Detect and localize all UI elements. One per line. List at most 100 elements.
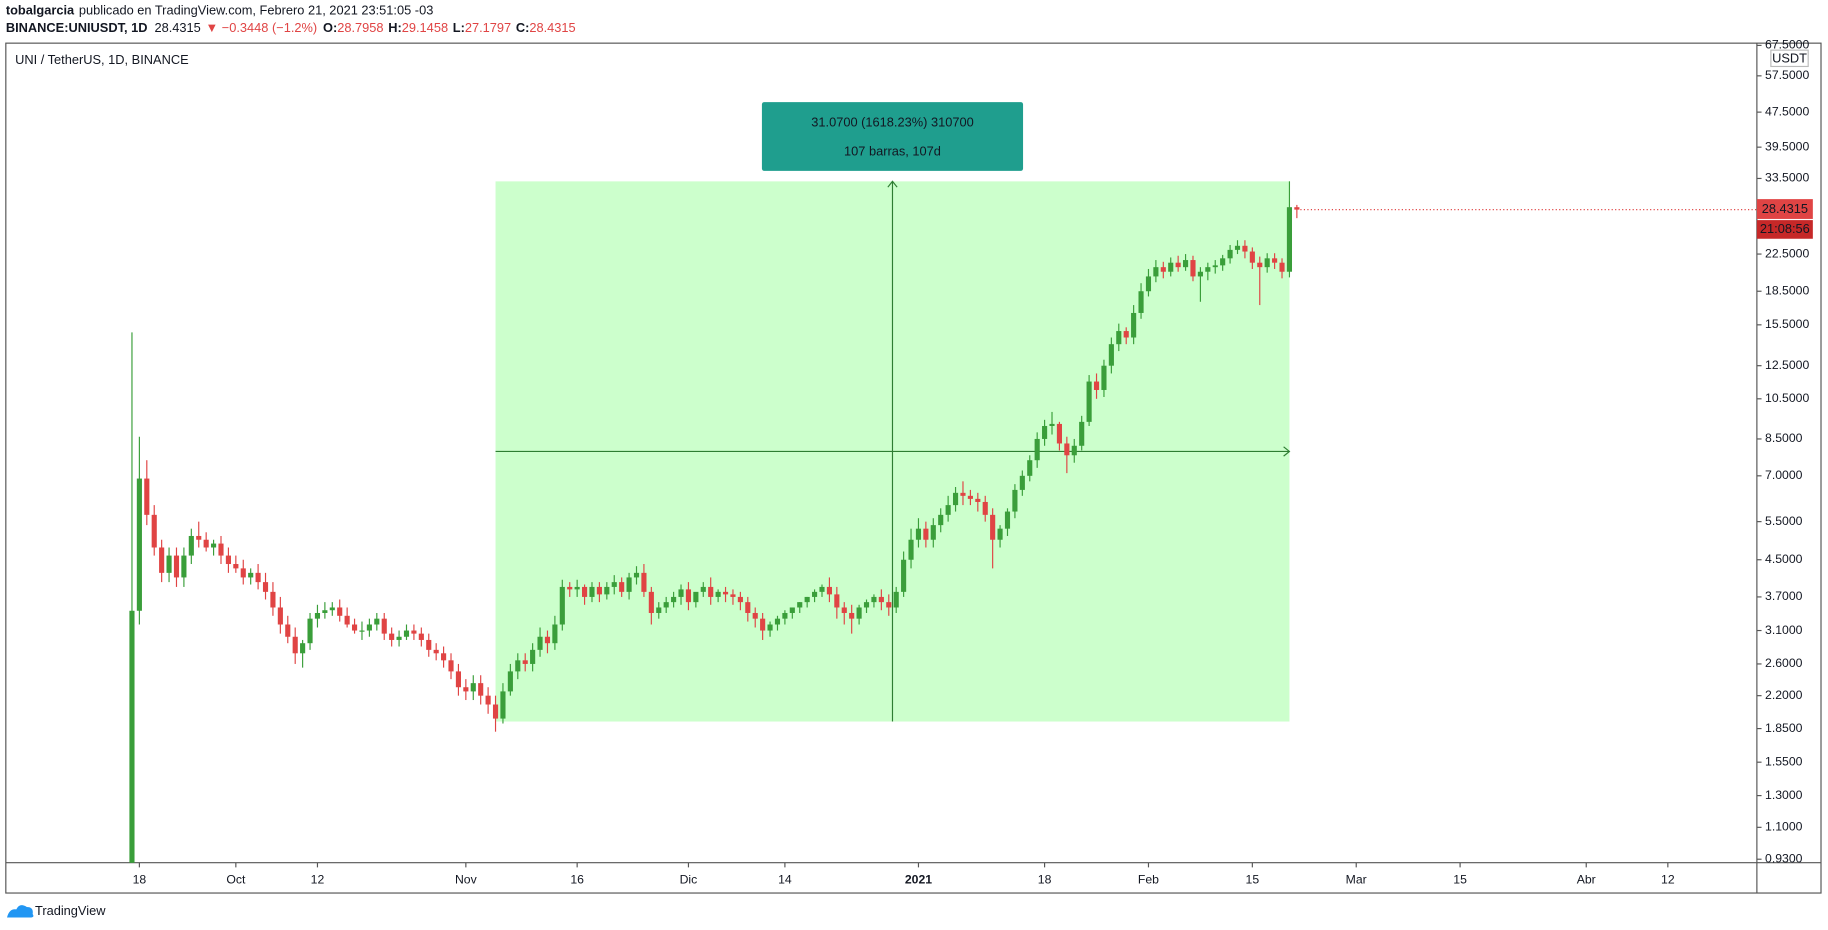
candle-body: [270, 591, 276, 608]
candle-body: [767, 624, 773, 631]
symbol: BINANCE:UNIUSDT, 1D: [6, 21, 148, 36]
candle-body: [1056, 423, 1062, 444]
candle-body: [544, 636, 551, 644]
candle-body: [1272, 258, 1278, 263]
brand[interactable]: TradingView: [35, 903, 106, 918]
candle-body: [967, 495, 973, 499]
candle-body: [1183, 260, 1189, 268]
candle-body: [359, 630, 365, 632]
candle-body: [463, 687, 469, 692]
candle-body: [893, 591, 899, 608]
candle-body: [797, 602, 803, 608]
candle-body: [292, 636, 298, 654]
candle-body: [1079, 421, 1085, 446]
candle-body: [500, 691, 506, 719]
y-tick-label: 2.2000: [1765, 688, 1803, 702]
candle-body: [834, 594, 840, 608]
candle-body: [1234, 245, 1241, 250]
candle-body: [300, 643, 306, 654]
candle-body: [641, 572, 647, 592]
candle-body: [1212, 265, 1218, 268]
candle-body: [819, 586, 825, 592]
candle-body: [708, 586, 714, 597]
candle-body: [1049, 423, 1055, 426]
candle-body: [804, 596, 810, 603]
candle-body: [530, 649, 536, 664]
candle-body: [211, 543, 217, 548]
logo: [6, 905, 34, 918]
candle-body: [433, 649, 439, 654]
candle-body: [589, 586, 595, 597]
candle-body: [1294, 207, 1300, 210]
candle-body: [700, 586, 706, 592]
candle-body: [1190, 260, 1196, 277]
currency: USDT: [1772, 50, 1807, 65]
candle-body: [159, 547, 165, 573]
x-tick-label: 2021: [905, 872, 932, 886]
candle-body: [389, 633, 395, 640]
y-tick-label: 12.5000: [1765, 358, 1809, 372]
candle-body: [129, 610, 135, 863]
y-tick-label: 3.7000: [1765, 589, 1803, 603]
candle-body: [255, 572, 261, 583]
candle-body: [322, 610, 328, 613]
x-tick-label: Dic: [680, 872, 698, 886]
x-tick-label: 15: [1246, 872, 1260, 886]
candle-body: [1131, 312, 1137, 338]
candle-body: [1116, 331, 1122, 345]
x-tick-label: 14: [778, 872, 792, 886]
candle-body: [619, 582, 625, 592]
candle-body: [678, 589, 684, 597]
candle-body: [982, 501, 988, 515]
measure-arrow: [887, 180, 898, 188]
candle-body: [1227, 249, 1233, 259]
header-line-2: BINANCE:UNIUSDT, 1D 28.4315 ▼ −0.3448 (−1.…: [6, 21, 576, 36]
candle-body: [1249, 251, 1255, 263]
candle-body: [1012, 489, 1018, 512]
candle-body: [722, 591, 729, 595]
candle-body: [418, 633, 424, 640]
candle-body: [144, 478, 150, 515]
username[interactable]: tobalgarcia: [6, 3, 75, 18]
candle-body: [930, 525, 936, 540]
y-tick-label: 15.5000: [1765, 317, 1809, 331]
candle-body: [426, 639, 432, 650]
plot-area: [129, 180, 1757, 863]
candle-body: [774, 618, 781, 625]
candle-body: [826, 586, 832, 595]
candle-body: [737, 596, 743, 603]
candle-body: [730, 594, 736, 597]
y-tick-label: 8.5000: [1765, 431, 1803, 445]
candle-body: [136, 478, 142, 611]
candle-body: [663, 602, 669, 608]
y-tick-label: 1.8500: [1765, 721, 1803, 735]
candle-body: [878, 596, 884, 603]
candle-body: [1123, 331, 1129, 338]
candle-body: [277, 607, 283, 625]
candle-body: [1279, 262, 1285, 272]
candle-body: [990, 514, 996, 540]
candle-body: [752, 612, 758, 619]
candle-body: [262, 582, 269, 592]
candle-body: [1257, 262, 1263, 268]
x-tick-label: 16: [570, 872, 584, 886]
change: ▼ −0.3448 (−1.2%): [205, 21, 317, 36]
y-tick-label: 1.3000: [1765, 788, 1803, 802]
y-tick-label: 5.5000: [1765, 514, 1803, 528]
candle-body: [693, 591, 699, 603]
candle-body: [559, 586, 565, 625]
candle-body: [181, 555, 187, 578]
candle-body: [196, 535, 202, 540]
candle-body: [1242, 245, 1248, 252]
x-tick-label: Feb: [1138, 872, 1159, 886]
candle-body: [374, 618, 380, 625]
candle-body: [344, 615, 350, 625]
candle-body: [648, 591, 654, 613]
y-tick-label: 4.5000: [1765, 552, 1803, 566]
ohlc-label: O:: [323, 21, 337, 36]
candle-body: [151, 514, 157, 548]
candle-body: [485, 695, 491, 705]
